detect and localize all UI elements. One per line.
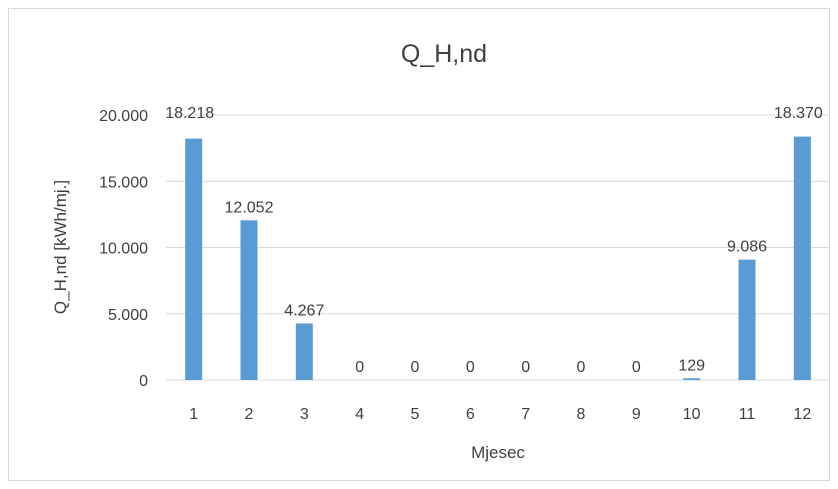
data-label: 18.370: [774, 105, 823, 122]
y-tick-label: 5.000: [108, 307, 148, 324]
data-label: 129: [678, 357, 705, 374]
y-axis-ticks: 0 5.000 10.000 15.000 20.000: [99, 108, 148, 390]
data-label: 0: [577, 359, 586, 376]
bar-month-1: [185, 138, 203, 380]
y-tick-label: 0: [139, 373, 148, 390]
x-tick-label: 1: [189, 406, 198, 423]
bar-month-3: [295, 323, 313, 380]
x-tick-label: 5: [411, 406, 420, 423]
data-labels: 18.218 12.052 4.267 0 0 0 0 0 0 129 9.086 18.370: [165, 105, 823, 376]
x-tick-label: 11: [739, 406, 756, 423]
y-tick-label: 10.000: [99, 241, 148, 258]
x-tick-label: 8: [577, 406, 586, 423]
x-tick-label: 7: [521, 406, 530, 423]
data-label: 18.218: [165, 105, 214, 122]
x-tick-label: 10: [683, 406, 701, 423]
bar-month-11: [738, 259, 756, 380]
y-tick-label: 15.000: [99, 174, 148, 191]
bars: [185, 136, 811, 380]
x-tick-label: 12: [793, 406, 811, 423]
data-label: 0: [355, 359, 364, 376]
x-axis-title: Mjesec: [471, 443, 525, 462]
bar-month-10: [683, 378, 701, 380]
data-label: 4.267: [284, 302, 324, 319]
x-tick-label: 4: [355, 406, 364, 423]
chart-frame: [8, 8, 830, 481]
y-axis-title: Q_H,nd [kWh/mj.]: [51, 180, 70, 314]
data-label: 0: [411, 359, 420, 376]
x-tick-label: 3: [300, 406, 309, 423]
data-label: 0: [632, 359, 641, 376]
bar-month-12: [793, 136, 811, 380]
x-tick-label: 6: [466, 406, 475, 423]
data-label: 0: [466, 359, 475, 376]
gridlines: [166, 114, 830, 381]
data-label: 9.086: [727, 239, 767, 256]
x-tick-label: 9: [632, 406, 641, 423]
chart-title: Q_H,nd: [401, 40, 487, 68]
data-label: 12.052: [225, 199, 274, 216]
data-label: 0: [521, 359, 530, 376]
bar-month-2: [240, 220, 258, 380]
x-tick-label: 2: [245, 406, 254, 423]
x-axis-ticks: 1 2 3 4 5 6 7 8 9 10 11 12: [189, 406, 811, 423]
y-tick-label: 20.000: [99, 108, 148, 125]
